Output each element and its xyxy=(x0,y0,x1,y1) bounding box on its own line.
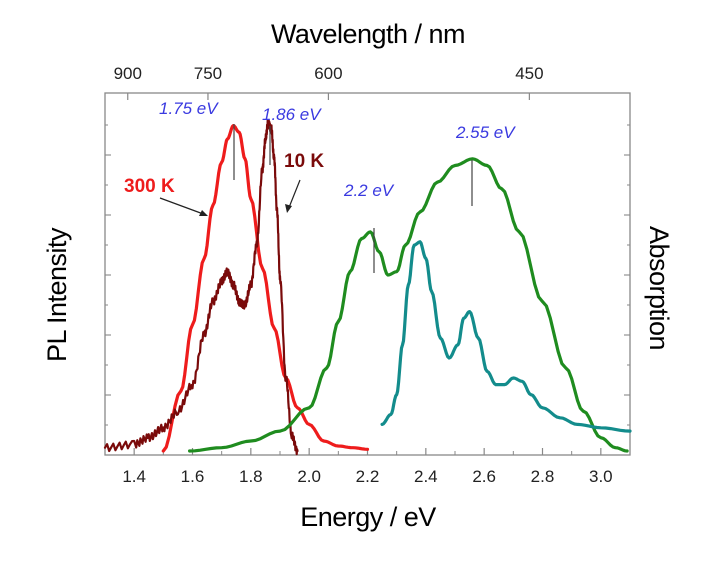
x-tick-label: 2.6 xyxy=(472,467,496,486)
y-left-axis-title: PL Intensity xyxy=(42,227,72,362)
series-lines xyxy=(103,119,632,456)
peak-label-2-2: 2.2 eV xyxy=(343,181,395,200)
x-tick-label: 2.2 xyxy=(356,467,380,486)
arrowhead-10k xyxy=(285,204,292,213)
x-tick-label: 1.8 xyxy=(239,467,263,486)
x2-tick-label: 450 xyxy=(515,64,543,83)
x-tick-label: 2.8 xyxy=(531,467,555,486)
peak-label-2-55: 2.55 eV xyxy=(455,123,516,142)
y-right-axis-title: Absorption xyxy=(644,226,674,350)
x-tick-label: 2.0 xyxy=(297,467,321,486)
series-line-10k xyxy=(103,119,299,456)
x-tick-labels: 1.4 1.6 1.8 2.0 2.2 2.4 2.6 2.8 3.0 xyxy=(122,467,612,486)
x2-tick-label: 600 xyxy=(314,64,342,83)
x-tick-label: 1.6 xyxy=(181,467,205,486)
peak-label-1-75: 1.75 eV xyxy=(159,99,219,118)
axis-ticks xyxy=(105,93,630,455)
x2-axis-title: Wavelength / nm xyxy=(271,19,465,49)
x2-tick-label: 900 xyxy=(114,64,142,83)
x-axis-title: Energy / eV xyxy=(300,502,436,532)
x2-tick-label: 750 xyxy=(194,64,222,83)
x-tick-label: 3.0 xyxy=(589,467,613,486)
annotations: 1.75 eV 1.86 eV 2.2 eV 2.55 eV 300 K 10 … xyxy=(124,99,516,273)
peak-label-1-86: 1.86 eV xyxy=(262,105,322,124)
series-line-300k xyxy=(161,123,370,453)
arrowhead-300k xyxy=(199,210,208,216)
arrow-10k xyxy=(287,179,301,211)
series-line-absorption-teal xyxy=(380,240,632,433)
x-tick-label: 2.4 xyxy=(414,467,438,486)
arrow-300k xyxy=(159,197,207,216)
series-label-10k: 10 K xyxy=(284,151,324,172)
x2-tick-labels: 900 750 600 450 xyxy=(114,64,544,83)
x-tick-label: 1.4 xyxy=(122,467,146,486)
series-line-absorption-green xyxy=(188,157,629,453)
series-label-300k: 300 K xyxy=(124,176,175,197)
